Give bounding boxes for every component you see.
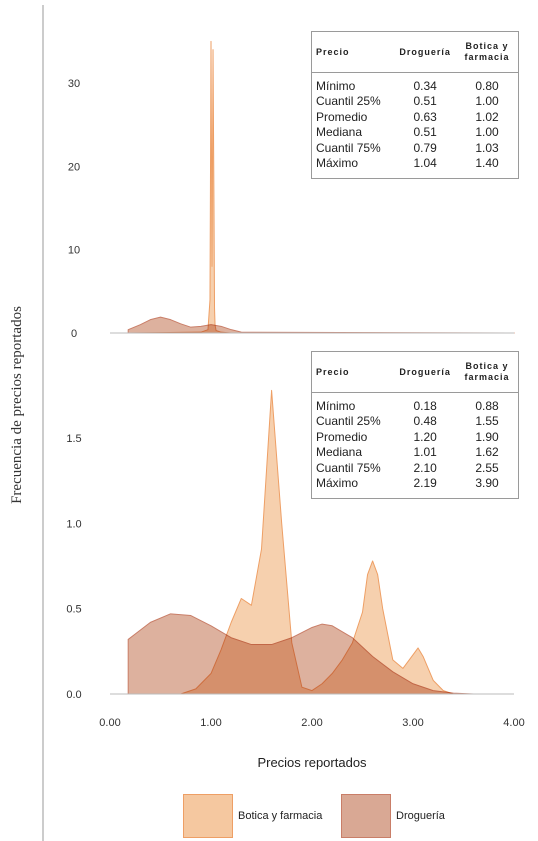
table-header-drogueria: Droguería [399,366,451,377]
row-label: Mediana [316,445,363,460]
botica-value: 1.03 [475,140,499,155]
row-label: Mínimo [316,79,356,93]
y-tick-label: 0.5 [66,604,81,616]
botica-value: 1.02 [475,109,499,124]
table-row: Mediana 1.01 1.62 [312,445,518,460]
stats-table-top: Precio Droguería Botica y farmacia Mínim… [311,31,519,179]
x-tick-label: 2.00 [301,717,322,729]
table-row: Mediana 0.51 1.00 [312,125,518,140]
drogueria-value: 2.19 [413,476,437,491]
table-header-precio: Precio [316,46,350,57]
table-row: Promedio 0.63 1.02 [312,110,518,125]
drogueria-value: 0.79 [413,140,437,155]
botica-value: 3.90 [475,476,499,491]
table-row: Cuantil 75% 0.79 1.03 [312,141,518,156]
drogueria-value: 0.51 [413,94,437,109]
y-tick-label: 1.0 [66,518,81,530]
row-label: Cuantil 25% [316,94,381,109]
drogueria-value: 0.34 [413,79,437,93]
botica-value: 0.80 [475,79,499,93]
table-row: Cuantil 25% 0.51 1.00 [312,94,518,109]
row-label: Máximo [316,476,359,491]
table-row: Cuantil 75% 2.10 2.55 [312,461,518,476]
density-area-botica [180,389,454,695]
botica-value: 1.00 [475,94,499,109]
botica-value: 1.00 [475,125,499,140]
y-axis-label: Frecuencia de precios reportados [9,306,25,504]
row-label: Promedio [316,109,368,124]
legend-swatch-botica [183,794,233,838]
density-area-drogueria [127,316,515,334]
row-label: Cuantil 25% [316,414,381,429]
x-axis-label: Precios reportados [257,755,367,770]
botica-value: 1.90 [475,429,499,444]
table-row: Mínimo 0.34 0.80 [312,79,518,94]
drogueria-value: 0.18 [413,399,437,413]
row-label: Cuantil 75% [316,460,381,475]
stats-table-bottom: Precio Droguería Botica y farmacia Mínim… [311,351,519,499]
drogueria-value: 0.63 [413,109,437,124]
table-header-botica: Botica y farmacia [464,41,510,62]
y-tick-label: 20 [68,161,80,173]
botica-value: 0.88 [475,399,499,413]
botica-value: 1.62 [475,445,499,460]
table-header-drogueria: Droguería [399,46,451,57]
x-tick-label: 3.00 [402,717,423,729]
row-label: Máximo [316,156,359,171]
legend: Botica y farmacia Droguería [183,794,445,838]
table-header-precio: Precio [316,366,350,377]
drogueria-value: 1.01 [413,445,437,460]
y-tick-label: 10 [68,245,80,257]
botica-value: 1.55 [475,414,499,429]
drogueria-value: 1.04 [413,156,437,171]
x-tick-label: 0.00 [99,717,120,729]
panel-top: 0 10 20 30 [68,40,515,340]
y-tick-label: 0 [71,328,77,340]
drogueria-value: 2.10 [413,460,437,475]
botica-value: 1.40 [475,156,499,171]
table-row: Máximo 2.19 3.90 [312,476,518,491]
row-label: Mínimo [316,399,356,413]
legend-label-drogueria: Droguería [396,810,445,822]
y-tick-label: 0.0 [66,689,81,701]
legend-item-drogueria: Droguería [341,794,445,838]
table-row: Cuantil 25% 0.48 1.55 [312,414,518,429]
drogueria-value: 0.51 [413,125,437,140]
panel-bottom: 0.0 0.5 1.0 1.5 0.00 1.00 2.00 3.00 4.00 [66,389,525,729]
row-label: Promedio [316,429,368,444]
row-label: Mediana [316,125,363,140]
drogueria-value: 0.48 [413,414,437,429]
legend-swatch-drogueria [341,794,391,838]
y-tick-label: 1.5 [66,433,81,445]
x-tick-label: 4.00 [503,717,524,729]
table-row: Máximo 1.04 1.40 [312,156,518,171]
drogueria-value: 1.20 [413,429,437,444]
x-tick-label: 1.00 [200,717,221,729]
botica-value: 2.55 [475,460,499,475]
row-label: Cuantil 75% [316,140,381,155]
table-row: Mínimo 0.18 0.88 [312,399,518,414]
table-header-botica: Botica y farmacia [464,361,510,382]
table-row: Promedio 1.20 1.90 [312,430,518,445]
y-tick-label: 30 [68,78,80,90]
legend-label-botica: Botica y farmacia [238,810,323,822]
legend-item-botica: Botica y farmacia [183,794,322,838]
